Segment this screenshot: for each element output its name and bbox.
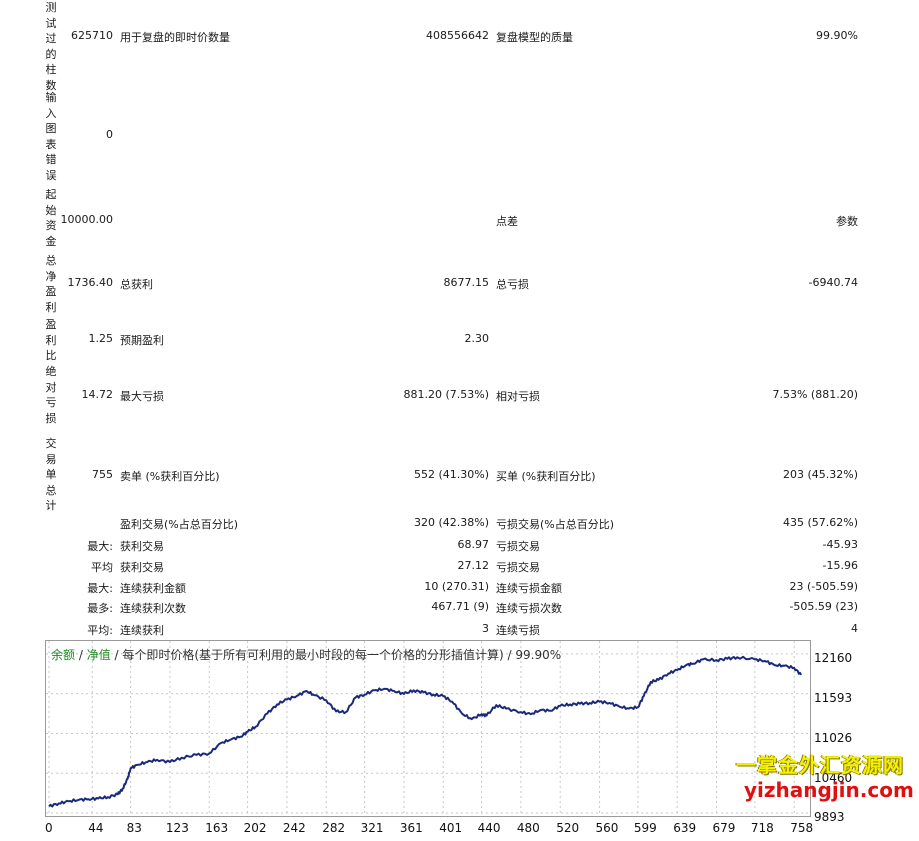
ticks-label: 用于复盘的即时价数量: [120, 31, 230, 44]
spread-label: 点差: [496, 215, 518, 228]
row-right-label: 亏损交易: [496, 540, 540, 553]
row-left-label: 获利交易: [120, 540, 164, 553]
x-tick-label: 758: [790, 821, 814, 835]
x-tick-label: 0: [45, 821, 53, 835]
x-tick-label: 123: [165, 821, 189, 835]
bars-tested-value: 625710: [71, 29, 113, 42]
x-tick-label: 599: [633, 821, 657, 835]
x-tick-label: 401: [439, 821, 463, 835]
row-prefix: 最多:: [87, 602, 113, 615]
x-tick-label: 242: [282, 821, 306, 835]
max-drawdown-label: 最大亏损: [120, 390, 164, 403]
row-left-value: 27.12: [457, 559, 490, 572]
x-tick-label: 202: [243, 821, 267, 835]
row-prefix: 最大:: [87, 540, 113, 553]
row-right-value: 23 (-505.59): [789, 580, 858, 593]
net-profit-value: 1736.40: [67, 276, 114, 289]
row-prefix: 平均:: [87, 624, 113, 637]
net-profit-label: 总净盈利: [45, 254, 57, 314]
expected-payoff-label: 预期盈利: [120, 334, 164, 347]
legend-separator: /: [75, 648, 87, 662]
x-tick-label: 480: [516, 821, 540, 835]
model-quality-label: 复盘模型的质量: [496, 31, 573, 44]
row-prefix: 最大:: [87, 582, 113, 595]
loss-trades-label: 亏损交易(%占总百分比): [496, 518, 615, 531]
chart-errors-value: 0: [106, 128, 113, 141]
short-trades-label: 卖单 (%获利百分比): [120, 470, 220, 483]
x-tick-label: 679: [712, 821, 736, 835]
gross-profit-value: 8677.15: [443, 276, 490, 289]
profit-factor-value: 1.25: [88, 332, 114, 345]
abs-drawdown-label: 绝对亏损: [45, 365, 57, 425]
legend-equity: 净值: [86, 648, 111, 662]
x-tick-label: 440: [477, 821, 501, 835]
y-tick-label: 11026: [814, 731, 853, 745]
long-trades-value: 203 (45.32%): [782, 468, 858, 481]
row-left-value: 467.71 (9): [431, 600, 489, 613]
x-tick-label: 321: [360, 821, 384, 835]
equity-chart: 余额 / 净值 / 每个即时价格(基于所有可利用的最小时段的每一个价格的分形插值…: [45, 640, 811, 817]
row-left-label: 连续获利: [120, 624, 164, 637]
long-trades-label: 买单 (%获利百分比): [496, 470, 596, 483]
row-right-value: -15.96: [822, 559, 858, 572]
y-tick-label: 10460: [814, 771, 853, 785]
profit-trades-value: 320 (42.38%): [413, 516, 489, 529]
x-tick-label: 163: [205, 821, 229, 835]
x-tick-label: 718: [750, 821, 774, 835]
legend-balance: 余额: [51, 648, 76, 662]
row-right-value: -505.59 (23): [789, 600, 858, 613]
row-right-label: 连续亏损金额: [496, 582, 562, 595]
watermark-text: 一掌金外汇资源网: [736, 753, 904, 777]
x-tick-label: 560: [595, 821, 619, 835]
x-tick-label: 44: [88, 821, 104, 835]
chart-legend: 余额 / 净值 / 每个即时价格(基于所有可利用的最小时段的每一个价格的分形插值…: [51, 646, 561, 663]
total-trades-label: 交易单总计: [45, 437, 57, 512]
y-tick-label: 11593: [814, 691, 853, 705]
x-tick-label: 282: [322, 821, 346, 835]
series-line-balance: [48, 655, 802, 808]
row-left-label: 连续获利次数: [120, 602, 186, 615]
params-label: 参数: [836, 215, 858, 228]
row-right-label: 亏损交易: [496, 561, 540, 574]
x-tick-label: 520: [556, 821, 580, 835]
gross-loss-label: 总亏损: [496, 278, 529, 291]
y-tick-label: 12160: [814, 651, 853, 665]
row-left-value: 3: [482, 622, 489, 635]
watermark-url: yizhangjin.com: [744, 778, 914, 802]
rel-drawdown-label: 相对亏损: [496, 390, 540, 403]
abs-drawdown-value: 14.72: [81, 388, 114, 401]
row-right-value: 4: [851, 622, 858, 635]
max-drawdown-value: 881.20 (7.53%): [403, 388, 489, 401]
ticks-value: 408556642: [426, 29, 489, 42]
row-left-value: 68.97: [457, 538, 490, 551]
x-tick-label: 361: [399, 821, 423, 835]
expected-payoff-value: 2.30: [464, 332, 490, 345]
loss-trades-value: 435 (57.62%): [782, 516, 858, 529]
rel-drawdown-value: 7.53% (881.20): [772, 388, 858, 401]
chart-errors-label: 输入图表错误: [45, 91, 57, 182]
row-right-label: 连续亏损次数: [496, 602, 562, 615]
profit-trades-label: 盈利交易(%占总百分比): [120, 518, 239, 531]
row-right-label: 连续亏损: [496, 624, 540, 637]
model-quality-value: 99.90%: [816, 29, 858, 42]
x-tick-label: 639: [673, 821, 697, 835]
total-trades-value: 755: [92, 468, 113, 481]
row-prefix: 平均: [91, 561, 113, 574]
bars-tested-label: 测试过的柱数: [45, 1, 57, 92]
initial-deposit-value: 10000.00: [60, 213, 114, 226]
gross-profit-label: 总获利: [120, 278, 153, 291]
gross-loss-value: -6940.74: [808, 276, 858, 289]
row-left-label: 连续获利金额: [120, 582, 186, 595]
legend-description: / 每个即时价格(基于所有可利用的最小时段的每一个价格的分形插值计算) / 99…: [110, 648, 562, 662]
profit-factor-label: 盈利比: [45, 318, 57, 362]
x-tick-label: 83: [126, 821, 142, 835]
row-right-value: -45.93: [822, 538, 858, 551]
equity-chart-svg: [46, 641, 810, 816]
row-left-label: 获利交易: [120, 561, 164, 574]
row-left-value: 10 (270.31): [424, 580, 489, 593]
y-tick-label: 9893: [814, 810, 845, 824]
short-trades-value: 552 (41.30%): [413, 468, 489, 481]
initial-deposit-label: 起始资金: [45, 188, 57, 248]
